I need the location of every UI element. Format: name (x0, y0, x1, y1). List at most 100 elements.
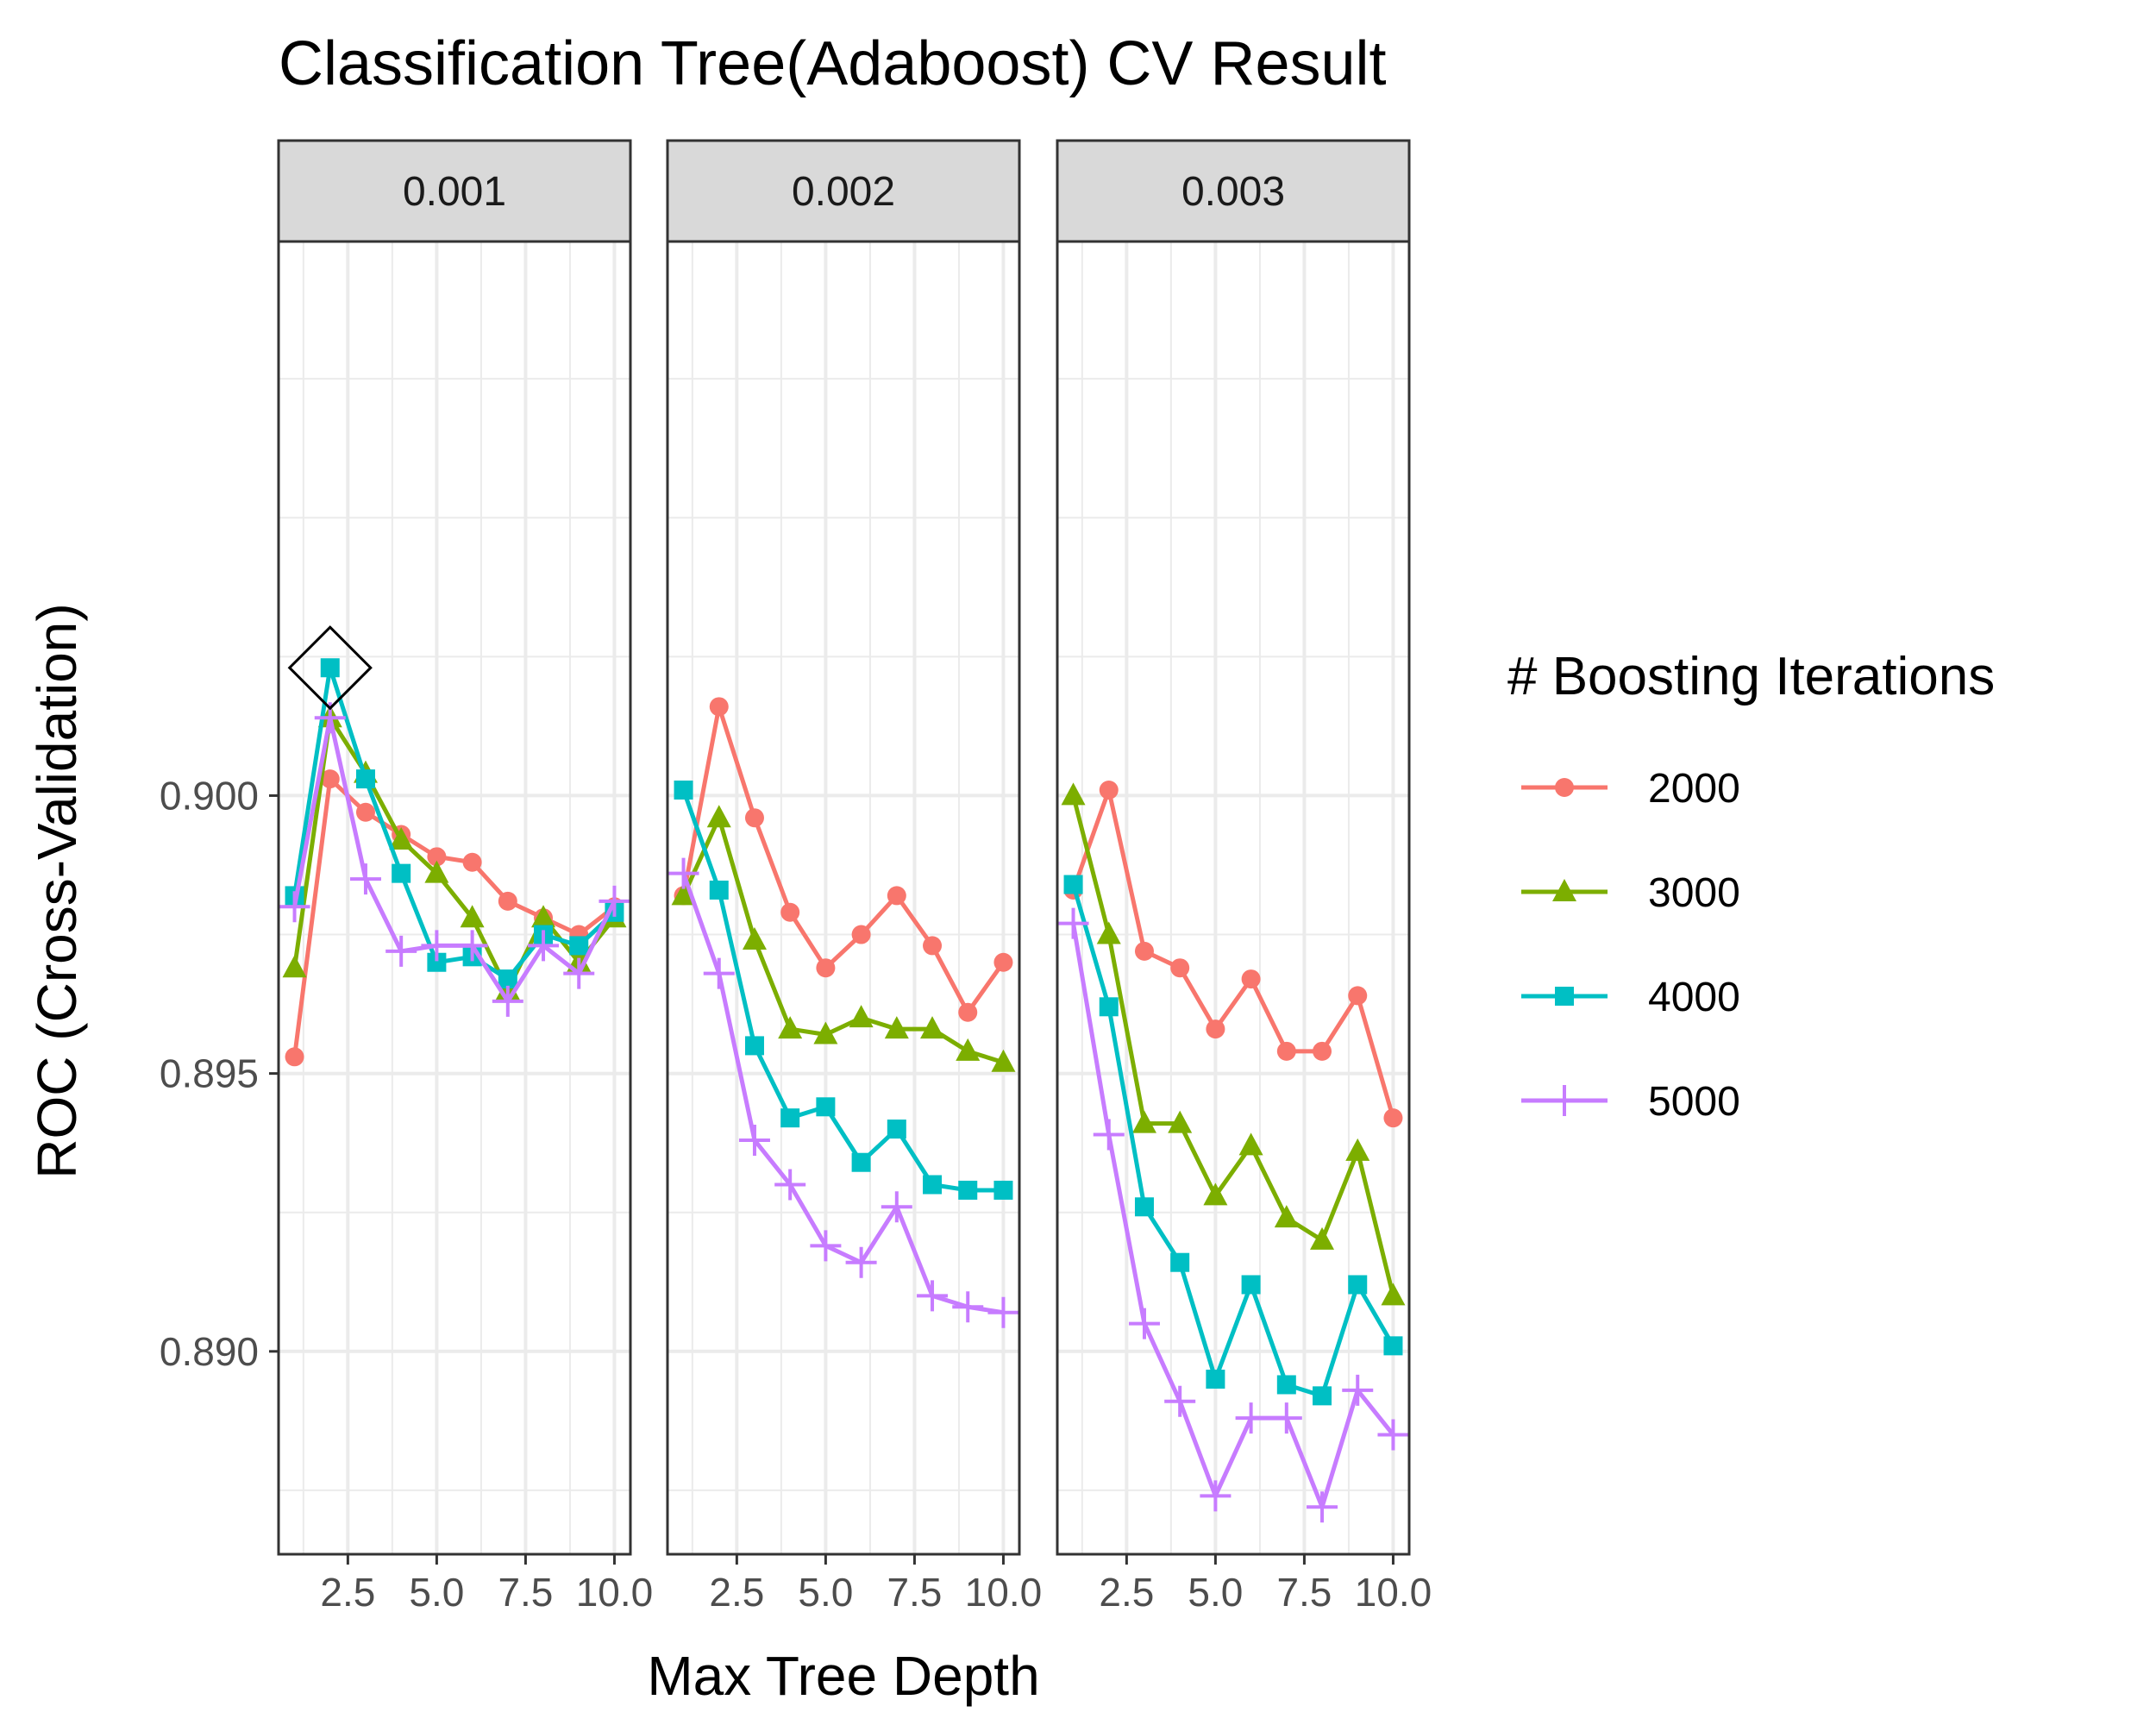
data-point-3000 (991, 1049, 1016, 1072)
legend: # Boosting Iterations 2000 3000 4000 5000 (1507, 647, 1995, 1125)
data-point-3000 (1345, 1138, 1370, 1161)
data-point-3000 (813, 1021, 838, 1044)
data-point-4000 (709, 880, 729, 900)
facet-strip (666, 139, 1021, 243)
data-point-5000 (385, 935, 417, 967)
series-4000 (1063, 875, 1403, 1406)
data-point-3000 (1381, 1283, 1406, 1306)
legend-key-marker (1555, 987, 1574, 1006)
legend-key-marker (1549, 1085, 1580, 1116)
data-point-4000 (1348, 1275, 1368, 1295)
x-tick-label: 7.5 (498, 1570, 553, 1615)
data-point-4000 (1170, 1252, 1190, 1272)
data-point-5000 (1093, 1119, 1125, 1151)
data-point-4000 (674, 780, 693, 800)
data-point-5000 (987, 1296, 1019, 1328)
legend-label: 2000 (1648, 766, 1740, 812)
data-point-3000 (1131, 1110, 1156, 1133)
series-3000 (671, 805, 1016, 1072)
data-point-5000 (774, 1169, 806, 1201)
data-point-4000 (498, 969, 517, 989)
series-3000 (1061, 782, 1406, 1306)
data-point-2000 (285, 1047, 304, 1067)
data-point-5000 (1164, 1385, 1196, 1417)
data-point-2000 (1313, 1041, 1332, 1061)
data-point-5000 (1307, 1491, 1338, 1523)
data-point-5000 (1270, 1402, 1302, 1434)
data-point-5000 (881, 1191, 912, 1223)
legend-label: 3000 (1648, 870, 1740, 916)
data-point-3000 (1061, 782, 1086, 806)
data-point-5000 (1128, 1308, 1160, 1339)
data-point-5000 (456, 930, 488, 962)
data-point-4000 (1206, 1370, 1225, 1389)
legend-label: 5000 (1648, 1079, 1740, 1125)
x-axis-title: Max Tree Depth (647, 1645, 1039, 1707)
grid (667, 242, 1019, 1554)
data-point-5000 (279, 891, 310, 923)
data-point-4000 (958, 1180, 978, 1200)
data-point-3000 (1238, 1132, 1263, 1156)
data-point-2000 (958, 1002, 978, 1022)
data-point-4000 (851, 1152, 871, 1172)
legend-title: # Boosting Iterations (1507, 647, 1995, 706)
data-point-2000 (851, 925, 871, 944)
data-point-4000 (1099, 997, 1119, 1017)
data-point-5000 (810, 1230, 842, 1262)
data-point-5000 (703, 957, 735, 989)
series-line-4000 (681, 789, 1004, 1193)
legend-key-marker (1552, 879, 1576, 901)
series-5000 (667, 857, 1019, 1328)
facet-strip-label: 0.003 (1181, 169, 1285, 215)
x-tick-label: 10.0 (965, 1570, 1043, 1615)
data-point-5000 (667, 857, 699, 889)
legend-item-5000: 5000 (1521, 1079, 1740, 1125)
legend-item-4000: 4000 (1521, 975, 1740, 1020)
data-point-2000 (320, 769, 340, 789)
data-point-2000 (709, 697, 729, 717)
data-point-2000 (427, 847, 447, 867)
series-line-4000 (292, 665, 617, 982)
panel-background (1057, 242, 1409, 1554)
data-point-2000 (923, 936, 943, 956)
data-point-3000 (956, 1038, 981, 1061)
data-point-3000 (389, 826, 414, 850)
data-point-3000 (671, 882, 696, 906)
data-point-2000 (1099, 780, 1119, 800)
data-point-4000 (569, 936, 589, 956)
data-point-5000 (917, 1280, 949, 1312)
data-point-2000 (1241, 969, 1261, 989)
series-line-2000 (1071, 787, 1395, 1119)
data-point-2000 (887, 886, 906, 906)
data-point-2000 (1383, 1108, 1403, 1128)
data-point-2000 (816, 958, 836, 978)
series-line-2000 (681, 704, 1006, 1015)
grid (1057, 242, 1409, 1554)
data-point-4000 (923, 1175, 943, 1195)
data-point-3000 (849, 1005, 874, 1028)
y-tick-label: 0.900 (160, 773, 259, 818)
data-point-3000 (531, 905, 556, 928)
data-point-3000 (1274, 1205, 1299, 1228)
data-point-5000 (563, 957, 595, 989)
x-tick-label: 5.0 (798, 1570, 853, 1615)
data-point-2000 (1348, 986, 1368, 1006)
facet-panel-0.003: 0.003 2.5 5.0 7.5 10.0 (1056, 139, 1432, 1615)
data-point-5000 (952, 1291, 984, 1323)
data-point-5000 (845, 1246, 877, 1278)
y-tick-label: 0.895 (160, 1051, 259, 1096)
y-tick-label: 0.890 (160, 1329, 259, 1374)
data-point-4000 (392, 863, 411, 883)
facet-strip-label: 0.002 (792, 169, 895, 215)
x-tick-label: 10.0 (1355, 1570, 1432, 1615)
data-point-5000 (349, 863, 381, 895)
series-2000 (674, 697, 1013, 1022)
series-line-5000 (1071, 923, 1395, 1509)
data-point-2000 (1134, 941, 1154, 961)
data-point-5000 (1235, 1402, 1267, 1434)
data-point-2000 (1170, 958, 1190, 978)
data-point-5000 (1200, 1480, 1232, 1512)
data-point-4000 (1313, 1386, 1332, 1406)
